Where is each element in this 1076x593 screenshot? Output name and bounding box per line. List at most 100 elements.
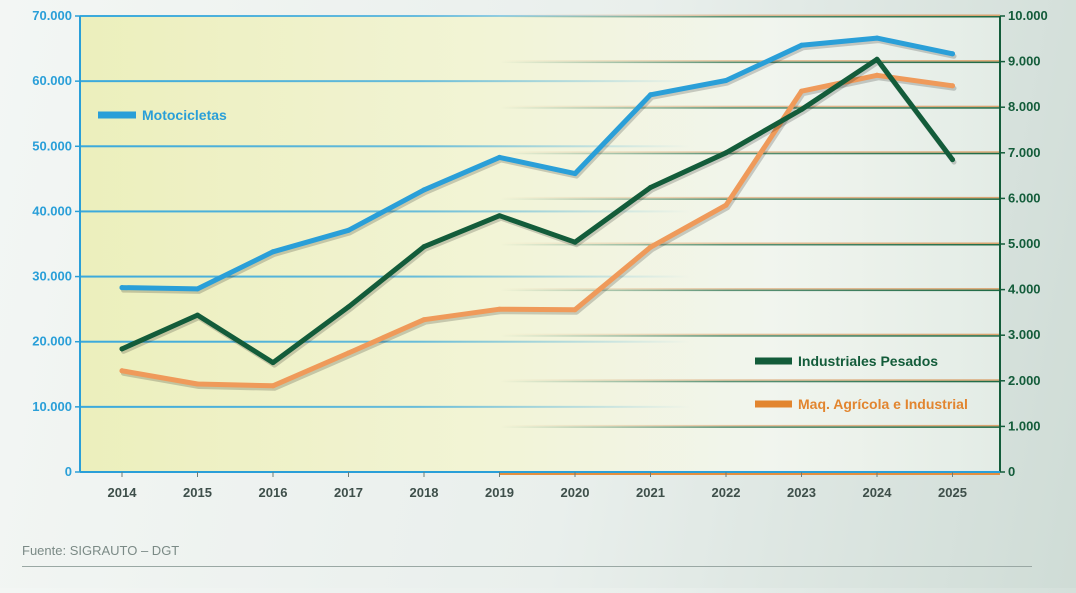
legend-label: Motocicletas (142, 107, 227, 123)
gridline-left (80, 80, 690, 83)
data-point (950, 157, 955, 163)
data-point (572, 171, 578, 177)
data-point (346, 304, 351, 310)
source-note: Fuente: SIGRAUTO – DGT (22, 543, 180, 558)
tick-label-x: 2022 (712, 485, 741, 500)
data-point (497, 213, 502, 219)
gridline-left (80, 15, 690, 17)
tick-label-x: 2025 (938, 485, 967, 500)
data-point (119, 346, 125, 352)
data-point (723, 150, 729, 156)
gridline-right (500, 16, 1000, 18)
tick-label-x: 2019 (485, 485, 514, 500)
gridline-right-accent (500, 196, 1000, 199)
gridline-right (500, 107, 1000, 109)
gridline-right-accent (500, 60, 1000, 62)
data-point (270, 360, 276, 366)
tick-label-right: 0 (1008, 464, 1015, 479)
gridline-right (500, 244, 1000, 246)
gridline-left (80, 405, 690, 408)
gridline-right (500, 152, 1000, 155)
data-point (874, 56, 880, 62)
data-point (950, 83, 955, 89)
gridline-right-accent (500, 242, 1000, 244)
tick-label-right: 4.000 (1008, 282, 1041, 297)
data-point (195, 312, 200, 318)
data-point (497, 306, 502, 312)
data-point (346, 350, 351, 356)
gridline-right-accent (500, 424, 1000, 427)
gridline-right (500, 380, 1000, 383)
data-point (421, 317, 427, 323)
data-point (497, 154, 502, 160)
tick-label-right: 6.000 (1008, 190, 1041, 205)
tick-label-left: 70.000 (32, 8, 72, 23)
data-point (421, 187, 427, 193)
gridline-right-accent (500, 333, 1000, 336)
data-point (874, 72, 880, 78)
data-point (950, 51, 955, 57)
data-point (572, 239, 578, 245)
gridline-right-accent (500, 151, 1000, 153)
tick-label-x: 2018 (410, 485, 439, 500)
data-point (346, 227, 351, 233)
data-point (648, 185, 653, 190)
data-point (270, 383, 276, 389)
series-line-2 (119, 72, 955, 389)
gridline-right-accent (500, 14, 1000, 16)
tick-label-x: 2021 (636, 485, 665, 500)
footer-divider (22, 566, 1032, 567)
tick-label-right: 8.000 (1008, 99, 1041, 114)
legend-label: Maq. Agrícola e Industrial (798, 396, 968, 412)
gridline-right (500, 198, 1000, 200)
tick-label-right: 5.000 (1008, 236, 1041, 251)
gridline-right-accent (500, 105, 1000, 108)
tick-label-x: 2024 (863, 485, 893, 500)
gridline-left (80, 145, 690, 148)
data-point (874, 35, 880, 41)
tick-label-left: 40.000 (32, 203, 72, 218)
data-point (421, 244, 427, 250)
data-point (723, 78, 729, 83)
data-point (799, 107, 804, 112)
data-point (119, 285, 125, 291)
gridline-right-accent (500, 288, 1000, 290)
data-point (723, 202, 729, 208)
tick-label-x: 2016 (259, 485, 288, 500)
data-point (195, 381, 200, 387)
data-point (799, 88, 804, 94)
tick-label-left: 60.000 (32, 73, 72, 88)
tick-label-right: 3.000 (1008, 327, 1041, 342)
data-point (119, 368, 125, 374)
data-point (648, 92, 653, 98)
data-point (270, 249, 276, 255)
data-point (572, 307, 578, 313)
series-line-0 (119, 35, 955, 292)
gridline-right (500, 289, 1000, 292)
tick-label-right: 10.000 (1008, 8, 1048, 23)
gridline-right (500, 426, 1000, 428)
data-point (648, 244, 653, 250)
tick-label-left: 0 (65, 464, 72, 479)
gridline-right (500, 61, 1000, 64)
legend-label: Industriales Pesados (798, 353, 938, 369)
data-point (799, 42, 804, 48)
gridline-right-accent (500, 379, 1000, 381)
tick-label-x: 2017 (334, 485, 363, 500)
tick-label-right: 7.000 (1008, 145, 1041, 160)
tick-label-right: 9.000 (1008, 54, 1041, 69)
tick-label-right: 2.000 (1008, 373, 1041, 388)
data-point (195, 286, 200, 292)
tick-label-left: 50.000 (32, 138, 72, 153)
tick-label-right: 1.000 (1008, 418, 1041, 433)
tick-label-x: 2014 (108, 485, 138, 500)
tick-label-x: 2020 (561, 485, 590, 500)
gridline-left (80, 340, 690, 343)
tick-label-left: 20.000 (32, 334, 72, 349)
tick-label-left: 10.000 (32, 399, 72, 414)
tick-label-x: 2015 (183, 485, 212, 500)
gridline-right (500, 335, 1000, 337)
tick-label-left: 30.000 (32, 269, 72, 284)
